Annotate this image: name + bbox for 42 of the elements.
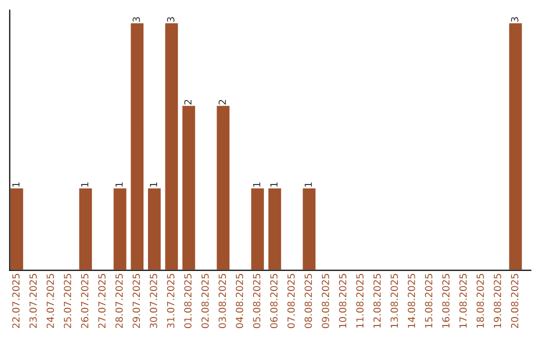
data-label: 1 — [304, 182, 312, 187]
x-tick-label: 11.08.2025 — [356, 274, 364, 328]
x-tick-label: 10.08.2025 — [339, 274, 346, 328]
data-label: 2 — [184, 100, 192, 104]
data-label: 3 — [167, 17, 174, 22]
x-tick-label: 13.08.2025 — [390, 274, 398, 328]
x-tick-label: 04.08.2025 — [236, 274, 244, 328]
x-tick-label: 18.08.2025 — [476, 274, 484, 328]
x-tick-label: 31.07.2025 — [167, 274, 174, 328]
x-tick-label: 22.07.2025 — [12, 274, 20, 328]
x-tick-label: 24.07.2025 — [46, 274, 54, 328]
x-tick-label: 19.08.2025 — [494, 274, 502, 328]
x-tick-label: 03.08.2025 — [218, 274, 226, 328]
x-tick-label: 27.07.2025 — [98, 274, 106, 328]
x-tick-label: 06.08.2025 — [270, 274, 278, 328]
x-tick-label: 05.08.2025 — [253, 274, 260, 328]
data-label: 3 — [510, 17, 518, 22]
data-label: 1 — [12, 182, 20, 187]
x-tick-label: 25.07.2025 — [64, 274, 72, 328]
data-label: 1 — [81, 182, 88, 187]
x-tick-label: 15.08.2025 — [424, 274, 432, 328]
data-label: 3 — [132, 17, 140, 22]
x-tick-label: 07.08.2025 — [287, 274, 295, 328]
x-tick-label: 12.08.2025 — [373, 274, 381, 328]
data-label: 1 — [150, 182, 158, 187]
x-tick-label: 02.08.2025 — [201, 274, 209, 328]
x-tick-label: 30.07.2025 — [150, 274, 158, 328]
x-tick-label: 28.07.2025 — [115, 274, 123, 328]
x-tick-label: 08.08.2025 — [304, 274, 312, 328]
data-label: 1 — [253, 182, 260, 187]
data-label: 2 — [218, 100, 226, 104]
x-tick-label: 29.07.2025 — [132, 274, 140, 328]
x-tick-label: 01.08.2025 — [184, 274, 192, 328]
x-tick-label: 17.08.2025 — [459, 274, 467, 328]
x-tick-label: 16.08.2025 — [442, 274, 450, 328]
x-tick-label: 09.08.2025 — [322, 274, 330, 328]
x-tick-label: 14.08.2025 — [408, 274, 416, 328]
x-tick-label: 23.07.2025 — [29, 274, 37, 328]
data-label: 1 — [116, 182, 123, 187]
x-tick-label: 26.07.2025 — [81, 274, 88, 328]
x-tick-label: 20.08.2025 — [510, 274, 518, 328]
data-label: 1 — [270, 182, 278, 187]
